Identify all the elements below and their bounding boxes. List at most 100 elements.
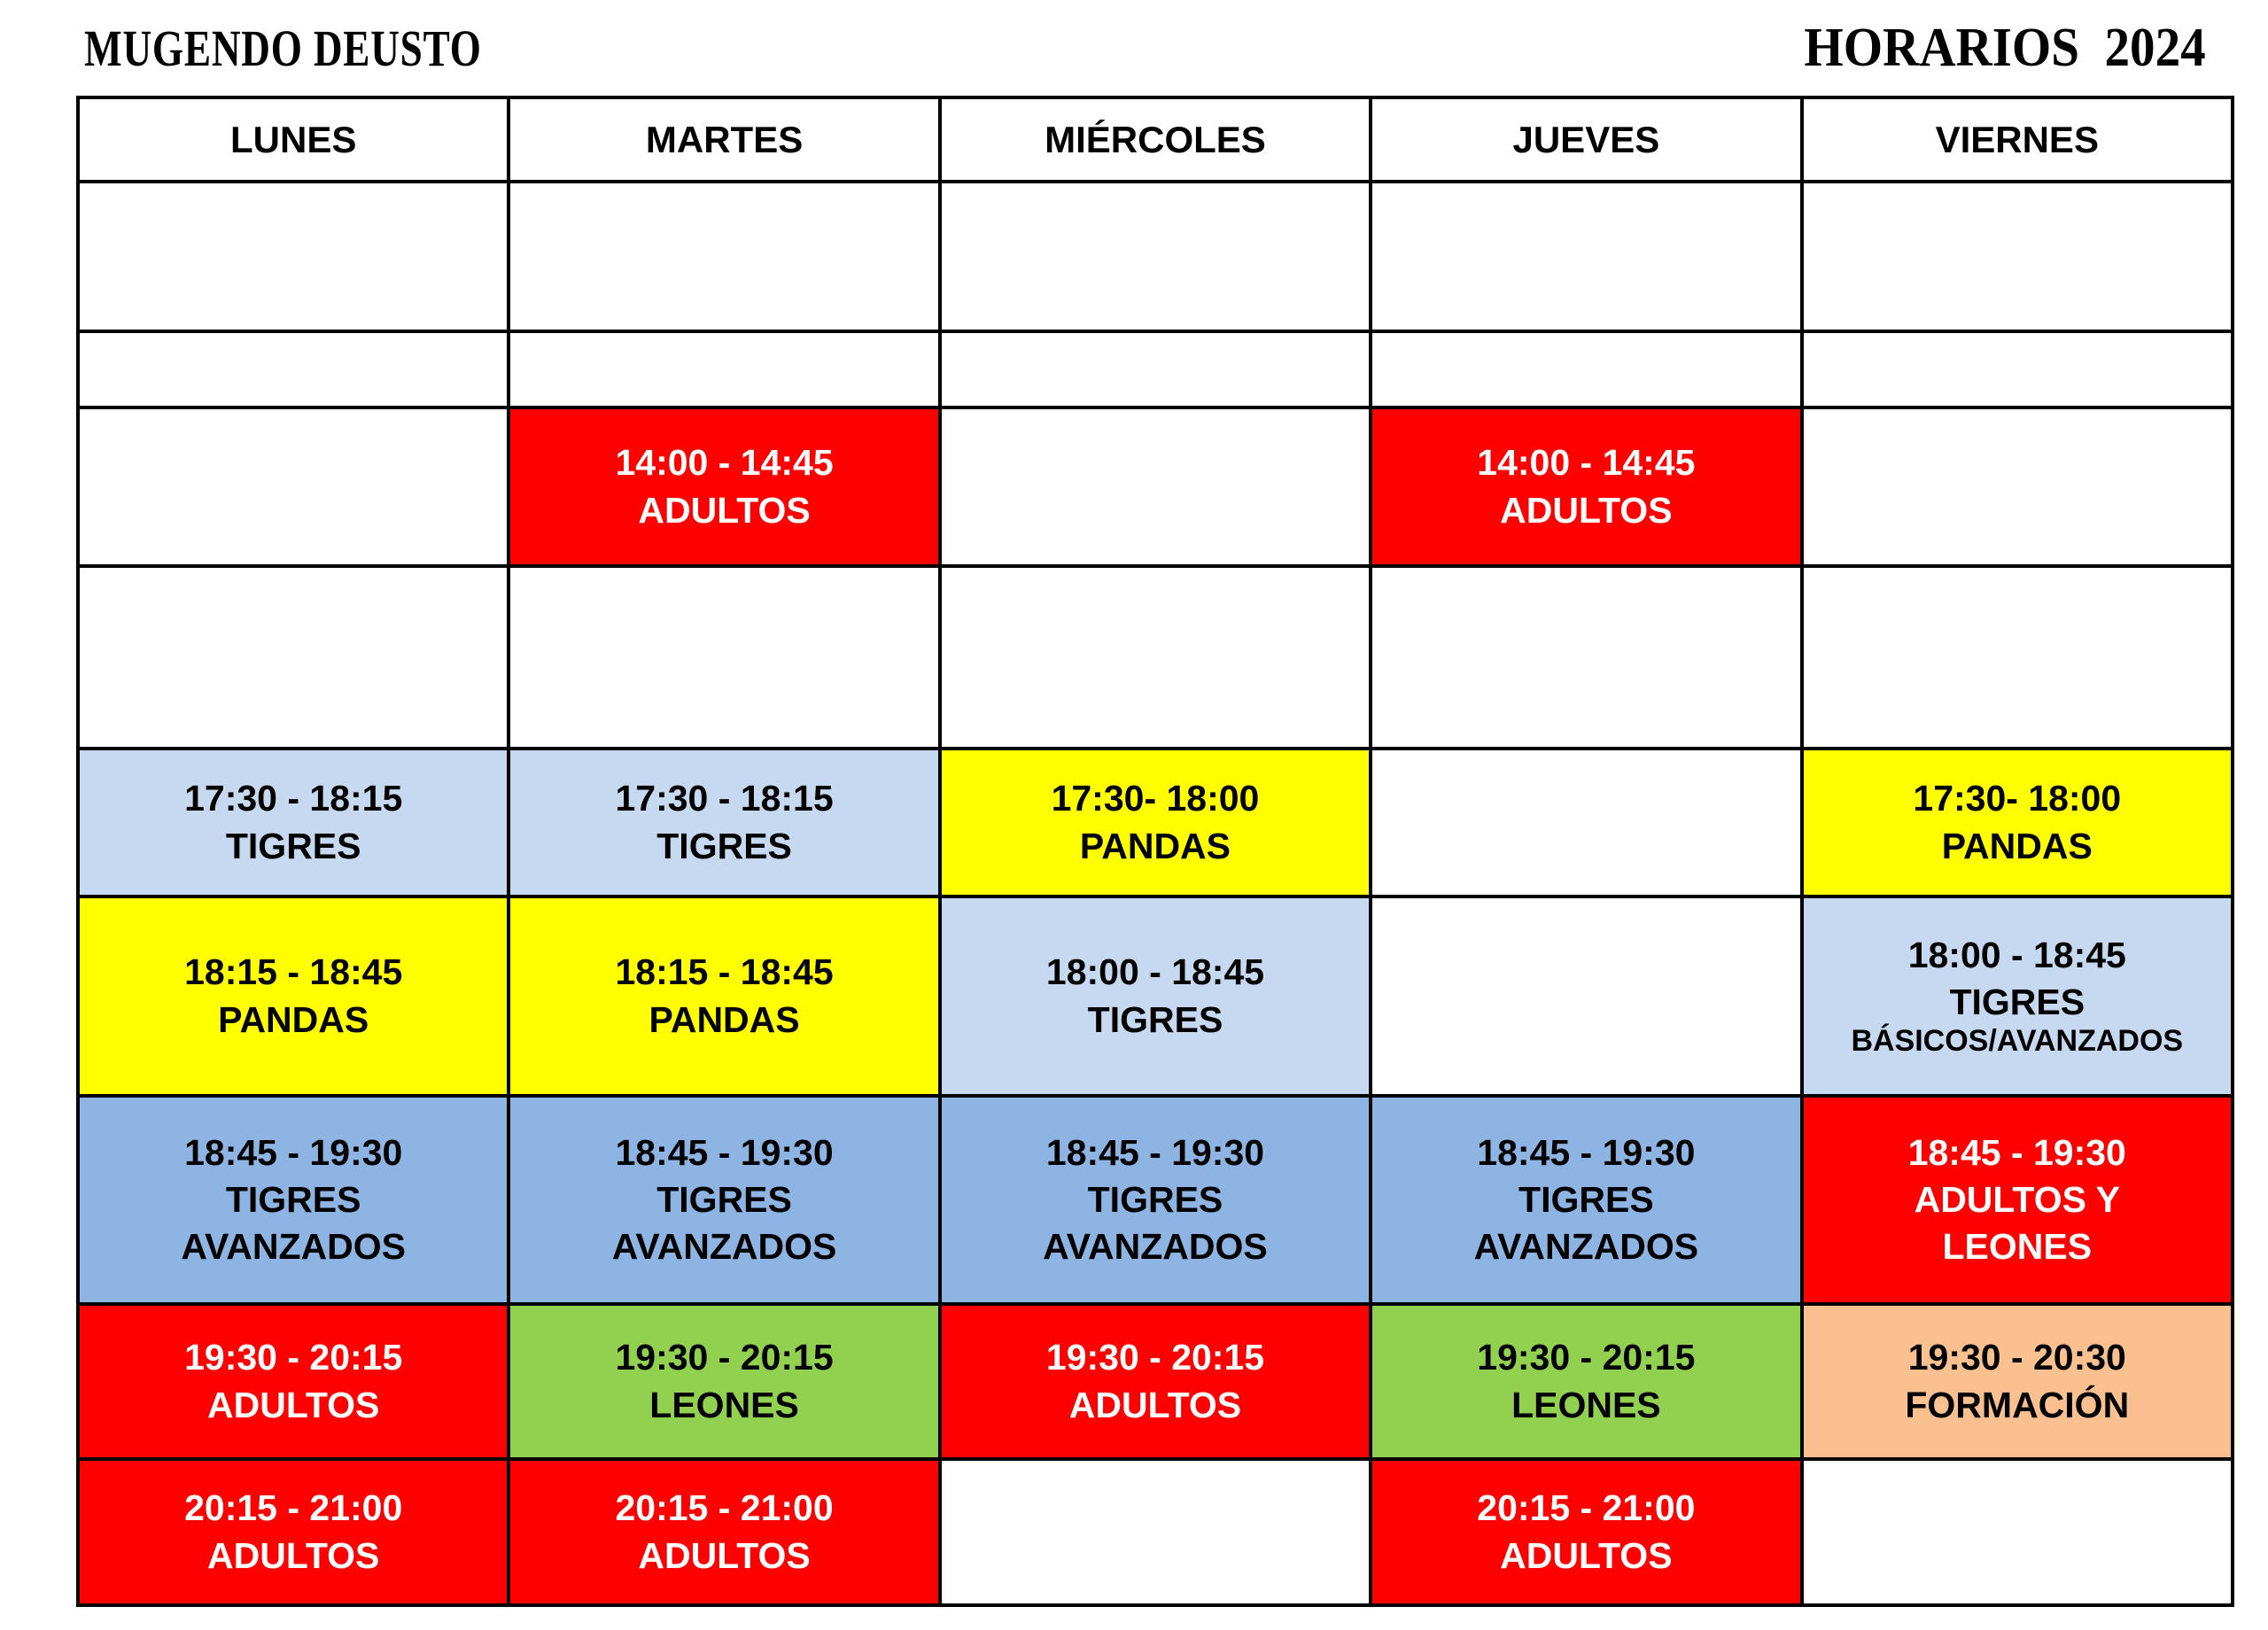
schedule-cell-jueves-slot-1730: [1369, 747, 1804, 898]
cell-time: 17:30- 18:00: [1913, 778, 2122, 819]
schedule-cell-jueves-slot-1400: 14:00 - 14:45 ADULTOS: [1369, 406, 1804, 568]
schedule-cell-viernes-slot-1730: 17:30- 18:00 PANDAS: [1799, 747, 2235, 898]
cell-time: 17:30 - 18:15: [615, 778, 834, 819]
schedule-cell-viernes-empty-morning-2: [1799, 330, 2235, 409]
cell-label: PANDAS: [1079, 825, 1231, 866]
cell-label: TIGRES: [656, 825, 792, 866]
schedule-cell-miercoles-slot-2015: [937, 1457, 1373, 1607]
schedule-cell-viernes-slot-2015: [1799, 1457, 2235, 1607]
schedule-cell-viernes-slot-1400: [1799, 406, 2235, 568]
cell-time: 18:00 - 18:45: [1045, 951, 1265, 993]
cell-label: ADULTOS: [207, 1534, 380, 1576]
cell-label: PANDAS: [1941, 825, 2093, 866]
cell-label: TIGRES: [1087, 998, 1223, 1040]
schedule-cell-viernes-slot-1845: 18:45 - 19:30 ADULTOS Y LEONES: [1799, 1094, 2235, 1306]
schedule-row-empty-morning-2: [75, 330, 2235, 409]
cell-time: 19:30 - 20:15: [1477, 1337, 1696, 1378]
cell-time: 19:30 - 20:15: [1045, 1337, 1265, 1378]
day-header-row: LUNES MARTES MIÉRCOLES JUEVES VIERNES: [75, 96, 2235, 183]
schedule-cell-miercoles-slot-1400: [937, 406, 1373, 568]
cell-time: 18:15 - 18:45: [184, 951, 403, 993]
cell-time: 17:30 - 18:15: [184, 778, 403, 819]
schedule-cell-miercoles-slot-1930: 19:30 - 20:15 ADULTOS: [937, 1302, 1373, 1461]
schedule-cell-jueves-slot-1930: 19:30 - 20:15 LEONES: [1369, 1302, 1804, 1461]
schedule-cell-jueves-slot-2015: 20:15 - 21:00 ADULTOS: [1369, 1457, 1804, 1607]
cell-time: 20:15 - 21:00: [184, 1487, 403, 1529]
cell-label: PANDAS: [218, 998, 369, 1040]
year-title: HORARIOS 2024: [1804, 18, 2206, 78]
cell-time: 20:15 - 21:00: [1477, 1487, 1696, 1529]
schedule-row-empty-afternoon: [75, 564, 2235, 750]
cell-time: 18:45 - 19:30: [184, 1131, 403, 1173]
schedule-cell-miercoles-empty-morning-1: [937, 180, 1373, 333]
schedule-cell-martes-slot-1730: 17:30 - 18:15 TIGRES: [507, 747, 942, 898]
schedule-cell-martes-slot-1930: 19:30 - 20:15 LEONES: [507, 1302, 942, 1461]
cell-time: 19:30 - 20:30: [1907, 1337, 2126, 1378]
schedule-cell-martes-slot-1815: 18:15 - 18:45 PANDAS: [507, 895, 942, 1098]
cell-label: TIGRES AVANZADOS: [181, 1178, 406, 1268]
schedule-cell-lunes-slot-1815: 18:15 - 18:45 PANDAS: [75, 895, 511, 1098]
schedule-cell-lunes-empty-afternoon: [75, 564, 511, 750]
cell-label: ADULTOS: [638, 1534, 811, 1576]
schedule-cell-viernes-slot-1815: 18:00 - 18:45 TIGRES BÁSICOS/AVANZADOS: [1799, 895, 2235, 1098]
schedule-cell-martes-empty-afternoon: [507, 564, 942, 750]
cell-label: FORMACIÓN: [1905, 1384, 2130, 1425]
cell-label: ADULTOS: [207, 1384, 380, 1425]
cell-sublabel: BÁSICOS/AVANZADOS: [1851, 1023, 2184, 1058]
schedule-body: LUNES MARTES MIÉRCOLES JUEVES VIERNES 14:00 -…: [75, 96, 2235, 1607]
cell-label: PANDAS: [649, 998, 800, 1040]
titlebar: MUGENDO DEUSTO HORARIOS 2024: [84, 19, 2206, 77]
schedule-row-slot-1730: 17:30 - 18:15 TIGRES 17:30 - 18:15 TIGRES 17…: [75, 747, 2235, 898]
cell-label: TIGRES AVANZADOS: [611, 1178, 837, 1268]
schedule-cell-lunes-slot-2015: 20:15 - 21:00 ADULTOS: [75, 1457, 511, 1607]
cell-time: 19:30 - 20:15: [615, 1337, 834, 1378]
cell-label: TIGRES BÁSICOS/AVANZADOS: [1851, 979, 2183, 1060]
schedule-cell-lunes-slot-1930: 19:30 - 20:15 ADULTOS: [75, 1302, 511, 1461]
schedule-row-empty-morning-1: [75, 180, 2235, 333]
schedule-cell-martes-slot-1400: 14:00 - 14:45 ADULTOS: [507, 406, 942, 568]
schedule-cell-lunes-slot-1845: 18:45 - 19:30 TIGRES AVANZADOS: [75, 1094, 511, 1306]
cell-label: LEONES: [1511, 1384, 1661, 1425]
cell-label: TIGRES: [225, 825, 361, 866]
cell-time: 14:00 - 14:45: [1477, 442, 1696, 484]
schedule-cell-viernes-empty-afternoon: [1799, 564, 2235, 750]
cell-time: 18:45 - 19:30: [615, 1131, 834, 1173]
schedule-cell-lunes-empty-morning-1: [75, 180, 511, 333]
schedule-cell-jueves-empty-morning-2: [1369, 330, 1804, 409]
day-header-jueves: JUEVES: [1369, 96, 1804, 183]
schedule-row-slot-1815: 18:15 - 18:45 PANDAS 18:15 - 18:45 PANDAS 18…: [75, 895, 2235, 1098]
cell-label: ADULTOS: [1500, 489, 1673, 531]
schedule-cell-martes-slot-2015: 20:15 - 21:00 ADULTOS: [507, 1457, 942, 1607]
schedule-cell-martes-empty-morning-1: [507, 180, 942, 333]
cell-label: ADULTOS: [1500, 1534, 1673, 1576]
cell-label: ADULTOS: [1068, 1384, 1242, 1425]
schedule-cell-miercoles-empty-morning-2: [937, 330, 1373, 409]
schedule-row-slot-2015: 20:15 - 21:00 ADULTOS 20:15 - 21:00 ADULTOS…: [75, 1457, 2235, 1607]
cell-time: 20:15 - 21:00: [615, 1487, 834, 1529]
cell-time: 18:45 - 19:30: [1907, 1131, 2126, 1173]
cell-time: 14:00 - 14:45: [615, 442, 834, 484]
day-header-martes: MARTES: [507, 96, 942, 183]
schedule-cell-jueves-empty-afternoon: [1369, 564, 1804, 750]
schedule-cell-miercoles-slot-1815: 18:00 - 18:45 TIGRES: [937, 895, 1373, 1098]
schedule-table: LUNES MARTES MIÉRCOLES JUEVES VIERNES 14:00 -…: [75, 96, 2235, 1607]
schedule-cell-viernes-slot-1930: 19:30 - 20:30 FORMACIÓN: [1799, 1302, 2235, 1461]
schedule-cell-lunes-empty-morning-2: [75, 330, 511, 409]
cell-label: TIGRES AVANZADOS: [1473, 1178, 1699, 1268]
cell-label: ADULTOS: [638, 489, 811, 531]
schedule-cell-lunes-slot-1730: 17:30 - 18:15 TIGRES: [75, 747, 511, 898]
cell-time: 18:15 - 18:45: [615, 951, 834, 993]
schedule-row-slot-1845: 18:45 - 19:30 TIGRES AVANZADOS 18:45 - 19:…: [75, 1094, 2235, 1306]
schedule-cell-jueves-empty-morning-1: [1369, 180, 1804, 333]
schedule-cell-jueves-slot-1845: 18:45 - 19:30 TIGRES AVANZADOS: [1369, 1094, 1804, 1306]
schedule-cell-miercoles-empty-afternoon: [937, 564, 1373, 750]
cell-label: ADULTOS Y LEONES: [1914, 1178, 2120, 1268]
schedule-cell-miercoles-slot-1730: 17:30- 18:00 PANDAS: [937, 747, 1373, 898]
schedule-row-slot-1930: 19:30 - 20:15 ADULTOS 19:30 - 20:15 LEONES 1…: [75, 1302, 2235, 1461]
day-header-miercoles: MIÉRCOLES: [937, 96, 1373, 183]
day-header-viernes: VIERNES: [1799, 96, 2235, 183]
cell-time: 17:30- 18:00: [1051, 778, 1260, 819]
schedule-cell-lunes-slot-1400: [75, 406, 511, 568]
schedule-cell-miercoles-slot-1845: 18:45 - 19:30 TIGRES AVANZADOS: [937, 1094, 1373, 1306]
club-title: MUGENDO DEUSTO: [84, 19, 482, 77]
